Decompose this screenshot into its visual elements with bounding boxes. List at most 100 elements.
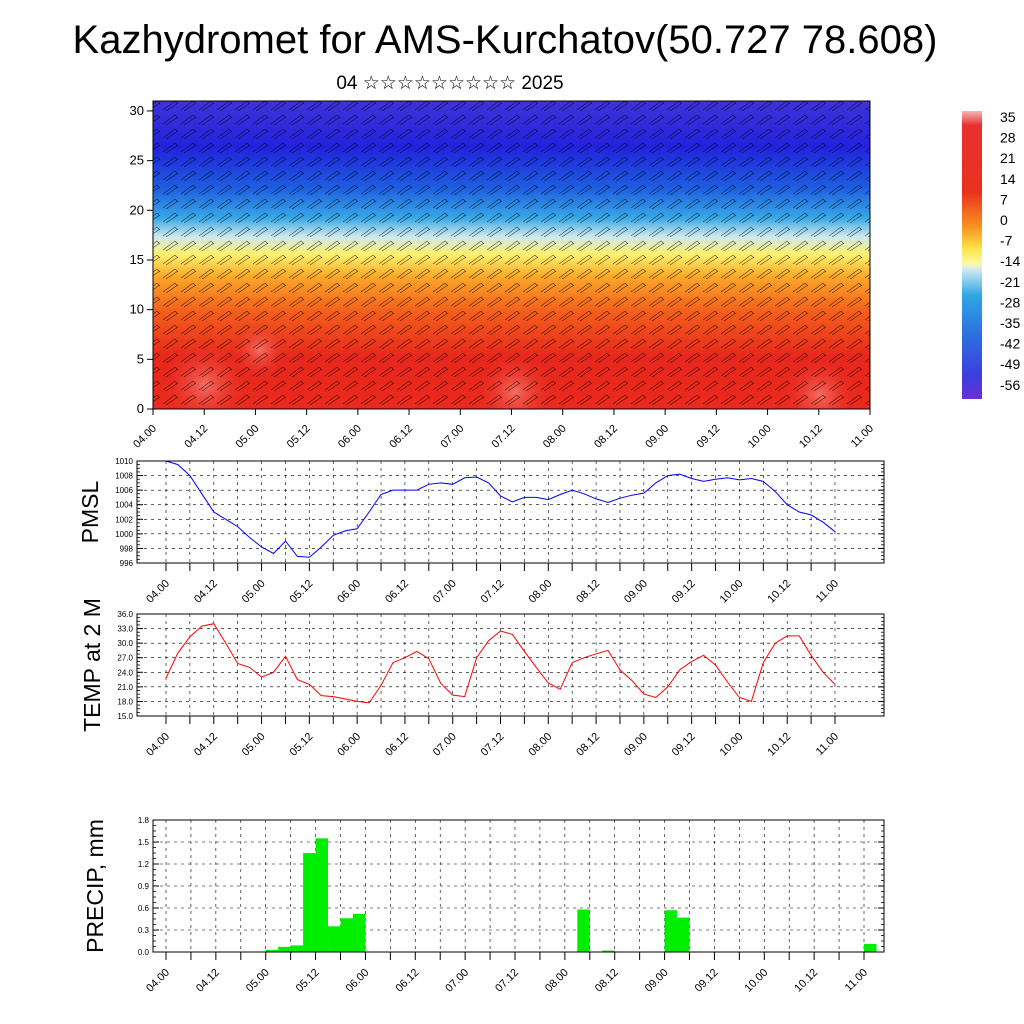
- colorbar-label: -49: [1000, 356, 1020, 372]
- y-tick-label: 33.0: [117, 625, 133, 634]
- y-tick-label: 10: [130, 302, 144, 317]
- y-tick-label: 0: [137, 401, 144, 416]
- x-tick-label: 06.12: [387, 423, 415, 451]
- colorbar-label: -21: [1000, 274, 1020, 290]
- y-tick-label: 36.0: [117, 610, 133, 619]
- precip-bar: [265, 949, 279, 952]
- x-tick-label: 07.12: [490, 423, 518, 451]
- cross-section-panel: 0 5 10 15 20 25 30 04.00 04.12 05.00 05.12 06.00 06.…: [130, 100, 876, 451]
- x-tick-label: 10.12: [792, 967, 820, 995]
- x-tick-label: 05.12: [294, 967, 322, 995]
- x-tick-label: 07.00: [431, 578, 459, 606]
- x-tick-label: 05.00: [240, 731, 268, 759]
- x-tick-label: 07.12: [479, 578, 507, 606]
- colorbar-label: -42: [1000, 336, 1020, 352]
- x-tick-label: 10.12: [797, 423, 825, 451]
- x-tick-label: 08.12: [574, 578, 602, 606]
- x-tick-label: 07.12: [493, 967, 521, 995]
- y-tick-label: 15.0: [117, 712, 133, 721]
- x-tick-label: 04.00: [144, 731, 172, 759]
- x-tick-label: 05.12: [285, 423, 313, 451]
- x-tick-label: 07.00: [438, 423, 466, 451]
- x-tick-label: 04.00: [131, 423, 159, 451]
- precip-bar: [328, 926, 341, 952]
- y-tick-label: 998: [120, 544, 134, 553]
- x-tick-label: 05.12: [288, 731, 316, 759]
- precip-bar: [864, 943, 877, 952]
- colorbar-scale: [962, 111, 982, 399]
- y-axis-label: TEMP at 2 M: [79, 598, 105, 732]
- colorbar: 35 28 21 14 7 0 -7 -14 -21 -28 -35 -42 -49 -56: [962, 109, 1020, 399]
- colorbar-label: 14: [1000, 171, 1016, 187]
- x-tick-label: 04.00: [144, 578, 172, 606]
- y-tick-label: 1004: [115, 501, 133, 510]
- x-tick-label: 06.00: [335, 578, 363, 606]
- x-tick-label: 04.12: [192, 578, 220, 606]
- x-tick-label: 07.12: [479, 731, 507, 759]
- colorbar-label: -14: [1000, 253, 1020, 269]
- y-tick-label: 30: [130, 103, 144, 118]
- temperature-line: [165, 623, 836, 704]
- y-tick-label: 1008: [115, 472, 133, 481]
- precip-bar: [278, 946, 291, 952]
- y-tick-label: 15: [130, 252, 144, 267]
- x-tick-label: 08.00: [526, 731, 554, 759]
- x-tick-label: 08.12: [593, 967, 621, 995]
- y-tick-label: 0.6: [138, 904, 150, 913]
- x-tick-label: 08.12: [592, 423, 620, 451]
- x-tick-label: 11.00: [814, 578, 841, 605]
- wind-barbs: [153, 101, 870, 409]
- temperature-panel: 15.0 18.0 21.0 24.0 27.0 30.0 33.0 36.0 04.00 04.…: [79, 598, 885, 759]
- y-tick-label: 0.3: [138, 926, 150, 935]
- y-axis-label: PRECIP, mm: [82, 819, 108, 953]
- x-tick-label: 10.00: [746, 423, 774, 451]
- x-tick-label: 06.12: [383, 731, 411, 759]
- precip-bar: [303, 853, 316, 952]
- colorbar-label: 35: [1000, 109, 1016, 125]
- x-tick-label: 06.12: [393, 967, 421, 995]
- pmsl-panel: 996 998 1000 1002 1004 1006 1008 1010 04.00 04.12…: [77, 457, 885, 606]
- precipitation-panel: 0.0 0.3 0.6 0.9 1.2 1.5 1.8 04.00 04.12 05.00 05.1…: [82, 816, 885, 995]
- y-tick-label: 1.8: [138, 816, 150, 825]
- x-tick-label: 05.00: [244, 967, 272, 995]
- x-tick-label: 09.12: [670, 731, 698, 759]
- x-tick-label: 07.00: [443, 967, 471, 995]
- x-tick-label: 10.00: [718, 731, 746, 759]
- x-tick-label: 08.00: [541, 423, 569, 451]
- y-tick-label: 20: [130, 202, 144, 217]
- y-tick-label: 27.0: [117, 654, 133, 663]
- x-tick-label: 09.12: [670, 578, 698, 606]
- x-tick-label: 08.00: [543, 967, 571, 995]
- x-tick-label: 08.00: [526, 578, 554, 606]
- chart-subtitle: 04 ☆☆☆☆☆☆☆☆☆ 2025: [336, 73, 564, 94]
- x-tick-label: 06.12: [383, 578, 411, 606]
- colorbar-label: -7: [1000, 233, 1013, 249]
- pmsl-line: [165, 460, 836, 558]
- y-tick-label: 996: [120, 559, 134, 568]
- x-tick-label: 11.00: [849, 423, 876, 450]
- x-tick-label: 11.00: [843, 967, 870, 994]
- plot-area: [137, 614, 884, 716]
- y-tick-label: 1010: [115, 457, 133, 466]
- y-tick-label: 25: [130, 153, 144, 168]
- x-tick-label: 04.00: [144, 967, 172, 995]
- x-tick-label: 10.00: [718, 578, 746, 606]
- x-tick-label: 09.00: [643, 967, 671, 995]
- y-tick-label: 1.5: [138, 838, 150, 847]
- x-tick-label: 11.00: [814, 731, 841, 758]
- y-axis-label: PMSL: [77, 480, 103, 543]
- precip-bar: [602, 950, 615, 952]
- x-tick-label: 09.00: [643, 423, 671, 451]
- y-tick-label: 18.0: [117, 697, 133, 706]
- precip-bar: [352, 913, 366, 952]
- x-tick-label: 09.12: [693, 967, 721, 995]
- plot-frame: [136, 613, 885, 717]
- y-tick-label: 0.9: [138, 882, 150, 891]
- y-tick-label: 1000: [115, 530, 133, 539]
- x-tick-label: 10.00: [742, 967, 770, 995]
- main-title: Kazhydromet for AMS-Kurchatov(50.727 78.…: [72, 18, 938, 62]
- y-tick-label: 21.0: [117, 683, 133, 692]
- precip-bar: [315, 838, 329, 952]
- precip-bar: [577, 909, 590, 952]
